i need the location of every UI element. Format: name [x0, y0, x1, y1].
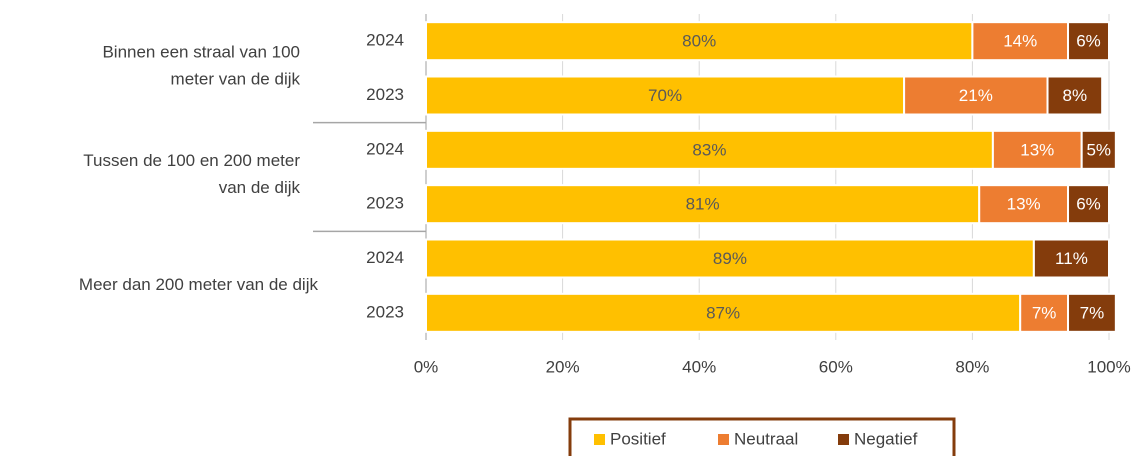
legend-label: Negatief — [854, 429, 918, 448]
group-label: meter van de dijk — [171, 69, 301, 88]
year-label: 2023 — [366, 194, 404, 213]
year-label: 2024 — [366, 139, 404, 158]
group-label: Tussen de 100 en 200 meter — [83, 151, 300, 170]
value-label: 7% — [1032, 303, 1057, 322]
value-label: 13% — [1007, 195, 1041, 214]
legend-swatch — [838, 434, 849, 445]
x-tick-label: 40% — [682, 357, 716, 376]
value-label: 21% — [959, 86, 993, 105]
x-tick-label: 0% — [414, 357, 439, 376]
bar-segment — [1046, 75, 1104, 116]
value-label: 70% — [648, 86, 682, 105]
value-label: 6% — [1076, 32, 1101, 51]
value-label: 11% — [1055, 249, 1088, 268]
value-label: 14% — [1003, 32, 1037, 51]
group-label: Binnen een straal van 100 — [102, 42, 300, 61]
legend-swatch — [594, 434, 605, 445]
bar-segment — [425, 129, 994, 170]
value-label: 89% — [713, 249, 747, 268]
value-label: 87% — [706, 303, 740, 322]
group-label: Meer dan 200 meter van de dijk — [79, 275, 319, 294]
group-label: van de dijk — [219, 178, 301, 197]
bar-segment — [425, 238, 1035, 279]
value-label: 13% — [1020, 140, 1054, 159]
value-label: 6% — [1076, 195, 1101, 214]
x-tick-label: 80% — [955, 357, 989, 376]
value-label: 83% — [692, 140, 726, 159]
value-label: 81% — [686, 195, 720, 214]
value-label: 80% — [682, 32, 716, 51]
value-label: 5% — [1086, 140, 1111, 159]
year-label: 2024 — [366, 31, 404, 50]
bar-segment — [978, 184, 1070, 225]
legend-label: Positief — [610, 429, 666, 448]
x-tick-label: 60% — [819, 357, 853, 376]
legend-box — [568, 417, 956, 456]
year-label: 2024 — [366, 248, 404, 267]
bar-segment — [425, 75, 906, 116]
legend-label: Neutraal — [734, 429, 798, 448]
year-label: 2023 — [366, 85, 404, 104]
value-label: 8% — [1063, 86, 1088, 105]
bar-segment — [1019, 292, 1070, 333]
legend-swatch — [718, 434, 729, 445]
x-tick-label: 20% — [546, 357, 580, 376]
bar-segment — [1080, 129, 1117, 170]
bar-segment — [1032, 238, 1110, 279]
bar-segment — [903, 75, 1049, 116]
bar-segment — [1067, 292, 1117, 333]
bar-segment — [971, 21, 1070, 62]
bar-segment — [1067, 184, 1111, 225]
year-label: 2023 — [366, 302, 404, 321]
value-label: 7% — [1080, 303, 1105, 322]
bar-segment — [1067, 21, 1111, 62]
x-tick-label: 100% — [1087, 357, 1130, 376]
bar-segment — [425, 292, 1022, 333]
bar-segment — [425, 184, 981, 225]
